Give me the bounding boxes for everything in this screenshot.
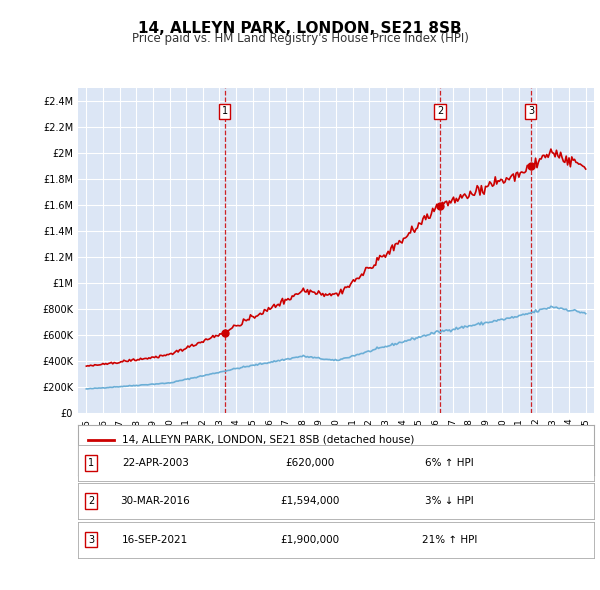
Text: 14, ALLEYN PARK, LONDON, SE21 8SB: 14, ALLEYN PARK, LONDON, SE21 8SB: [138, 21, 462, 35]
Text: 1: 1: [88, 458, 94, 468]
Text: 3: 3: [528, 106, 534, 116]
Text: 1: 1: [221, 106, 228, 116]
Text: 21% ↑ HPI: 21% ↑ HPI: [422, 535, 477, 545]
Text: HPI: Average price, detached house, Southwark: HPI: Average price, detached house, Sout…: [122, 457, 370, 467]
Text: 30-MAR-2016: 30-MAR-2016: [121, 496, 190, 506]
Text: £1,594,000: £1,594,000: [281, 496, 340, 506]
Text: 3: 3: [88, 535, 94, 545]
Text: 6% ↑ HPI: 6% ↑ HPI: [425, 458, 474, 468]
Text: 2: 2: [437, 106, 443, 116]
Text: 14, ALLEYN PARK, LONDON, SE21 8SB (detached house): 14, ALLEYN PARK, LONDON, SE21 8SB (detac…: [122, 435, 414, 445]
Text: £620,000: £620,000: [286, 458, 335, 468]
Text: £1,900,000: £1,900,000: [281, 535, 340, 545]
Text: Price paid vs. HM Land Registry's House Price Index (HPI): Price paid vs. HM Land Registry's House …: [131, 32, 469, 45]
Text: 16-SEP-2021: 16-SEP-2021: [122, 535, 188, 545]
Text: 22-APR-2003: 22-APR-2003: [122, 458, 189, 468]
Text: 3% ↓ HPI: 3% ↓ HPI: [425, 496, 474, 506]
Text: 2: 2: [88, 496, 94, 506]
